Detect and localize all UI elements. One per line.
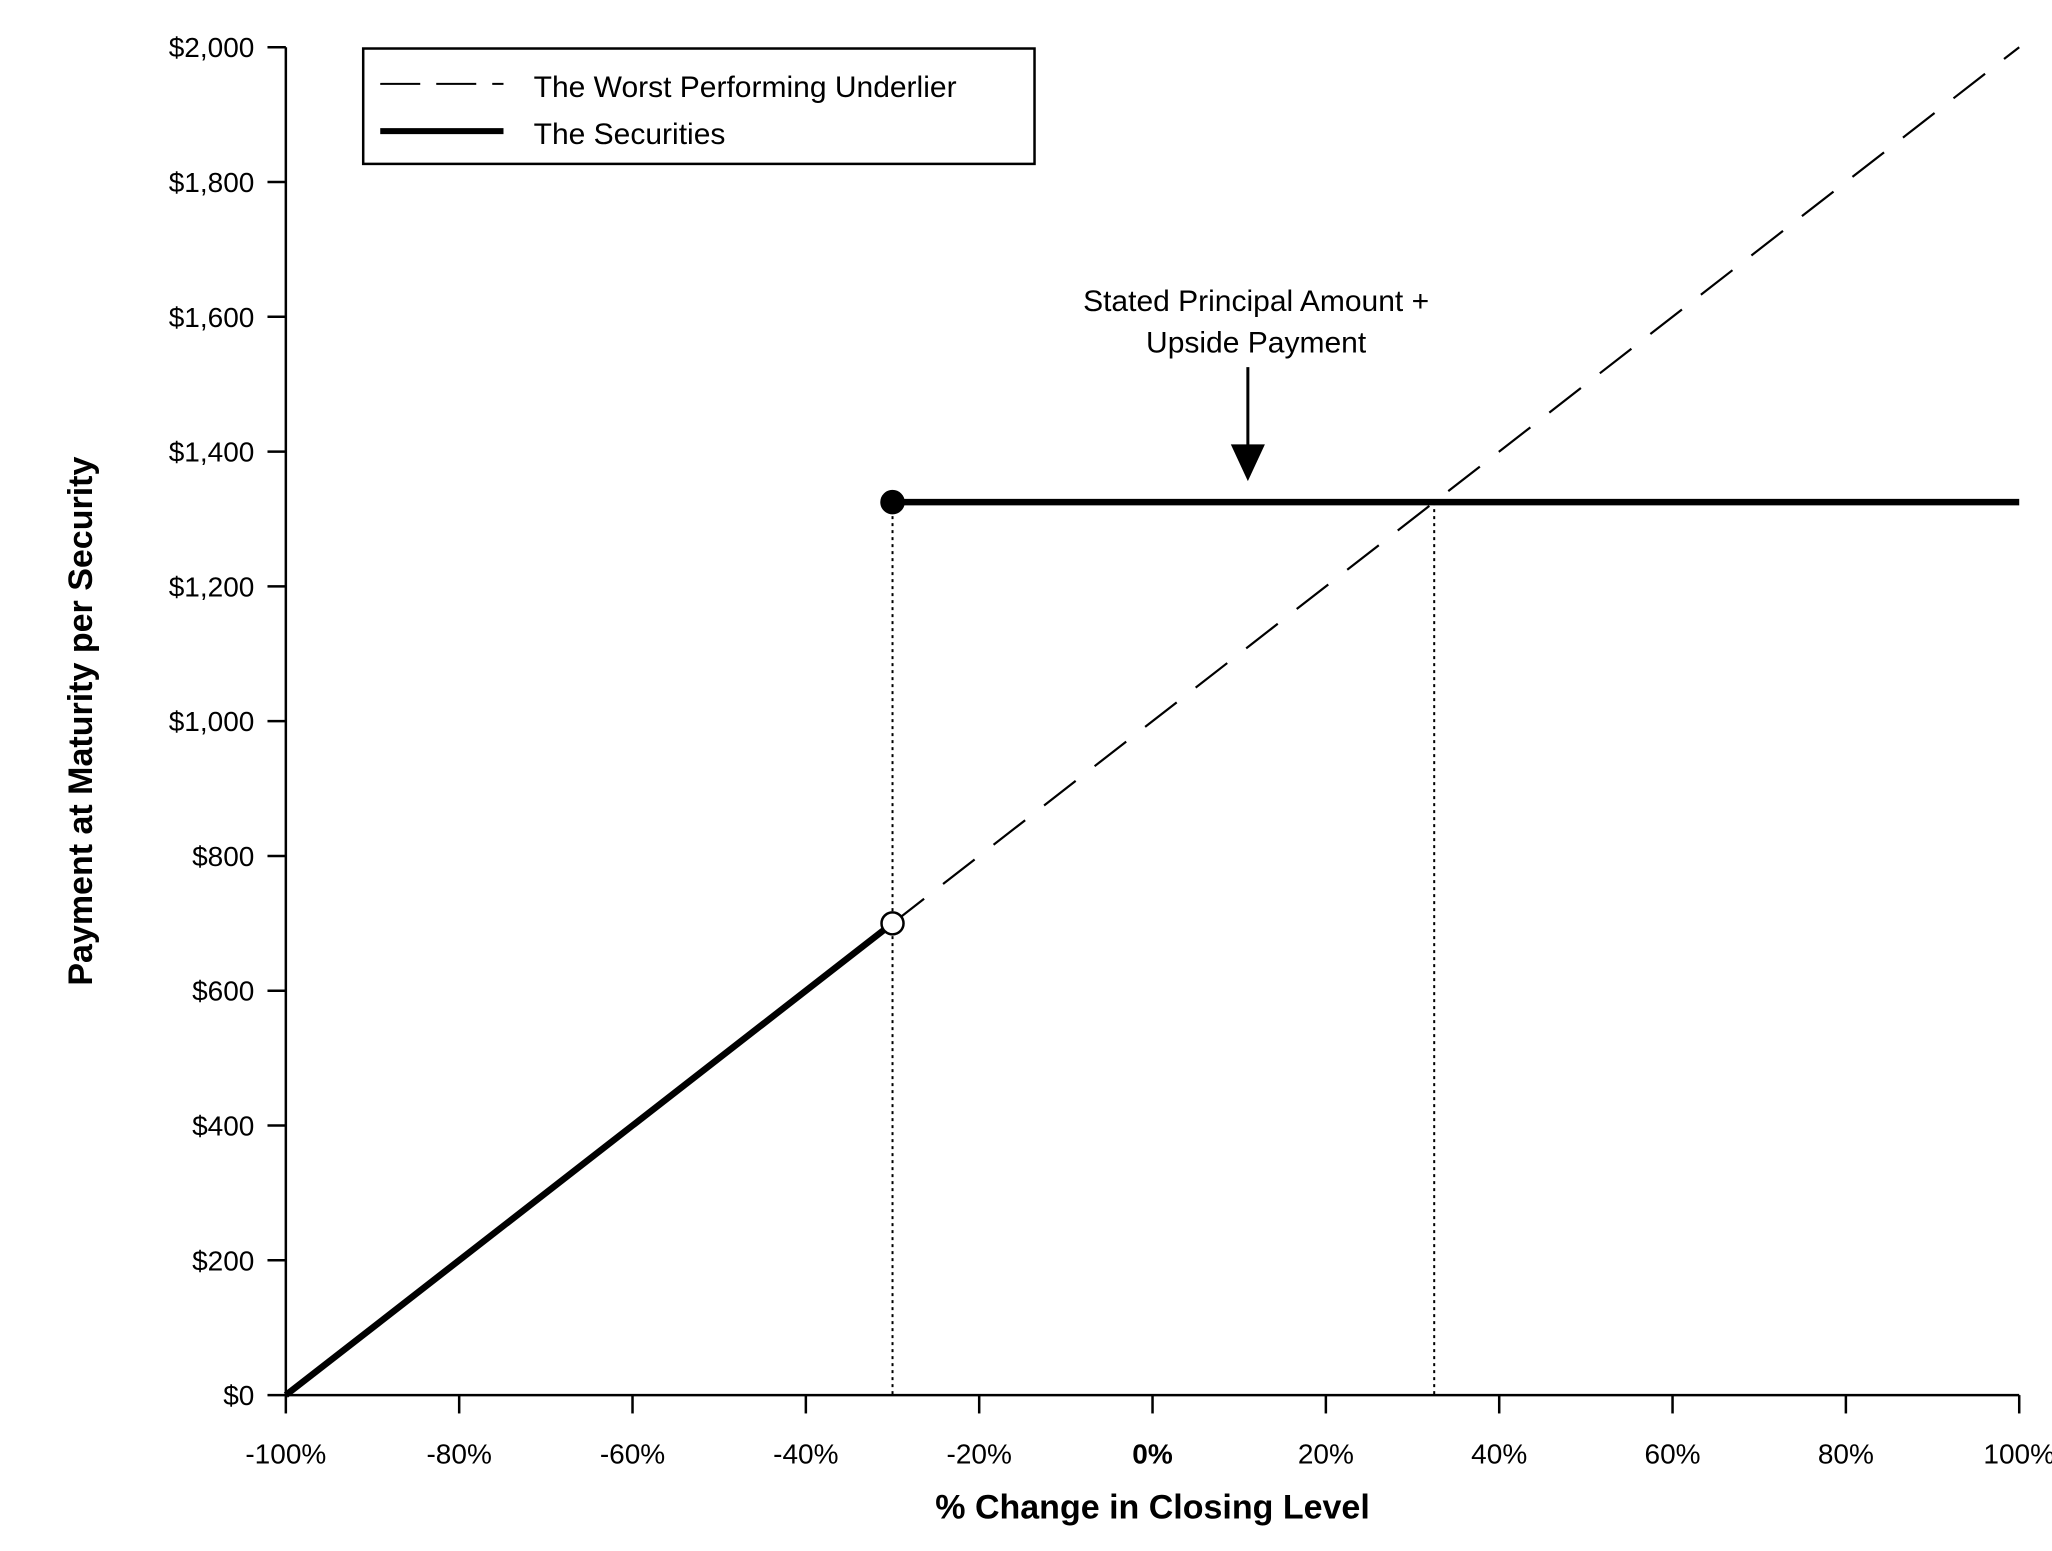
legend-label-underlier: The Worst Performing Underlier (534, 71, 957, 104)
y-tick-label: $1,200 (169, 571, 255, 602)
axes: $0 $200 $400 $600 $800 $1,000 $1,200 $1,400 $1,6… (169, 32, 2052, 1469)
x-tick-label: -80% (426, 1438, 491, 1469)
legend-label-securities: The Securities (534, 118, 726, 151)
y-tick-label: $600 (192, 976, 254, 1007)
y-tick-label: $200 (192, 1245, 254, 1276)
x-tick-label: -20% (947, 1438, 1012, 1469)
x-tick-label: 40% (1471, 1438, 1527, 1469)
x-tick-label: -60% (600, 1438, 665, 1469)
annotation-arrow-head (1230, 444, 1265, 482)
y-tick-label: $400 (192, 1111, 254, 1142)
x-tick-label: -40% (773, 1438, 838, 1469)
y-axis-title: Payment at Maturity per Security (62, 457, 100, 986)
marker-filled (880, 489, 905, 515)
marker-open (880, 911, 905, 936)
x-ticks: -100% -80% -60% -40% -20% 0% 20% 40% 60% 80% 100% (245, 1395, 2052, 1469)
x-tick-label: 80% (1818, 1438, 1874, 1469)
annotation-text-line-2: Upside Payment (1146, 327, 1367, 360)
markers-layer (880, 489, 905, 936)
x-tick-label: 60% (1645, 1438, 1701, 1469)
series-securities-segment-1 (283, 920, 895, 1398)
x-tick-label: -100% (245, 1438, 326, 1469)
legend-box (361, 47, 1036, 166)
series-layer (283, 46, 2020, 1398)
y-tick-label: $800 (192, 841, 254, 872)
y-ticks: $0 $200 $400 $600 $800 $1,000 $1,200 $1,400 $1,6… (169, 32, 286, 1411)
x-tick-label: 0% (1132, 1438, 1173, 1469)
series-underlier-line (891, 46, 2020, 925)
legend: The Worst Performing Underlier The Secur… (361, 47, 1036, 166)
y-tick-label: $1,800 (169, 167, 255, 198)
x-tick-label: 100% (1983, 1438, 2052, 1469)
y-tick-label: $1,600 (169, 302, 255, 333)
y-tick-label: $1,400 (169, 437, 255, 468)
x-axis-title: % Change in Closing Level (935, 1488, 1370, 1526)
y-tick-label: $2,000 (169, 32, 255, 63)
annotation-text-line-1: Stated Principal Amount + (1083, 285, 1429, 318)
x-tick-label: 20% (1298, 1438, 1354, 1469)
y-tick-label: $1,000 (169, 706, 255, 737)
annotation-layer: Stated Principal Amount + Upside Payment (1083, 285, 1429, 482)
y-tick-label: $0 (223, 1380, 254, 1411)
reference-lines (891, 502, 1436, 1396)
